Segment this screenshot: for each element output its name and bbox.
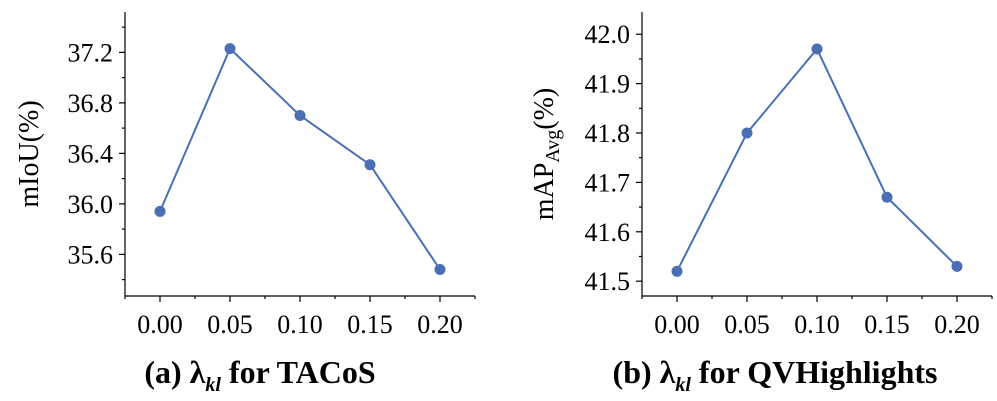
y-tick-label: 36.0 <box>68 190 114 219</box>
data-point <box>741 127 753 139</box>
y-tick-label: 41.5 <box>585 267 631 296</box>
panel-a-x-ticks: 0.00 0.05 0.10 0.15 0.20 <box>124 296 476 339</box>
data-point <box>224 43 236 55</box>
panel-b-x-ticks: 0.00 0.05 0.10 0.15 0.20 <box>641 296 993 339</box>
x-tick-label: 0.05 <box>724 310 770 339</box>
x-tick-label: 0.15 <box>347 310 393 339</box>
y-tick-label: 42.0 <box>585 20 631 49</box>
panel-a-caption: (a) λkl for TACoS <box>144 354 375 396</box>
x-tick-label: 0.15 <box>864 310 910 339</box>
y-tick-label: 36.8 <box>68 89 114 118</box>
x-tick-label: 0.05 <box>207 310 253 339</box>
x-tick-label: 0.10 <box>794 310 840 339</box>
x-tick-label: 0.10 <box>277 310 323 339</box>
data-point <box>294 110 306 122</box>
panel-a-series <box>154 43 446 275</box>
y-tick-label: 41.7 <box>585 168 631 197</box>
panel-a-chart: 35.6 36.0 36.4 36.8 37.2 0.00 0.05 0.10 0.15 0.2… <box>14 12 476 396</box>
panel-a-y-ticks: 35.6 36.0 36.4 36.8 37.2 <box>68 26 125 281</box>
series-line <box>676 47 958 272</box>
panel-a-y-axis-label: mIoU(%) <box>14 100 45 207</box>
panel-b-chart: 41.5 41.6 41.7 41.8 41.9 42.0 0.00 0.05 0.10 0.1… <box>529 12 993 396</box>
data-point <box>811 43 823 55</box>
panel-b-y-ticks: 41.5 41.6 41.7 41.8 41.9 42.0 <box>585 20 642 296</box>
data-point <box>434 263 446 275</box>
panel-b-series <box>671 43 963 277</box>
x-tick-label: 0.00 <box>137 310 183 339</box>
y-tick-label: 37.2 <box>68 38 114 67</box>
data-point <box>881 191 893 203</box>
x-tick-label: 0.00 <box>654 310 700 339</box>
panel-b-caption: (b) λkl for QVHighlights <box>613 354 938 396</box>
y-tick-label: 36.4 <box>68 139 114 168</box>
y-tick-label: 41.9 <box>585 70 631 99</box>
data-point <box>671 265 683 277</box>
y-tick-label: 41.8 <box>585 119 631 148</box>
x-tick-label: 0.20 <box>417 310 463 339</box>
data-point <box>951 260 963 272</box>
y-tick-label: 41.6 <box>585 218 631 247</box>
y-tick-label: 35.6 <box>68 240 114 269</box>
panel-b-y-axis-label: mAPAvg(%) <box>529 88 564 221</box>
data-point <box>154 205 166 217</box>
series-line <box>159 46 441 271</box>
x-tick-label: 0.20 <box>934 310 980 339</box>
data-point <box>364 159 376 171</box>
